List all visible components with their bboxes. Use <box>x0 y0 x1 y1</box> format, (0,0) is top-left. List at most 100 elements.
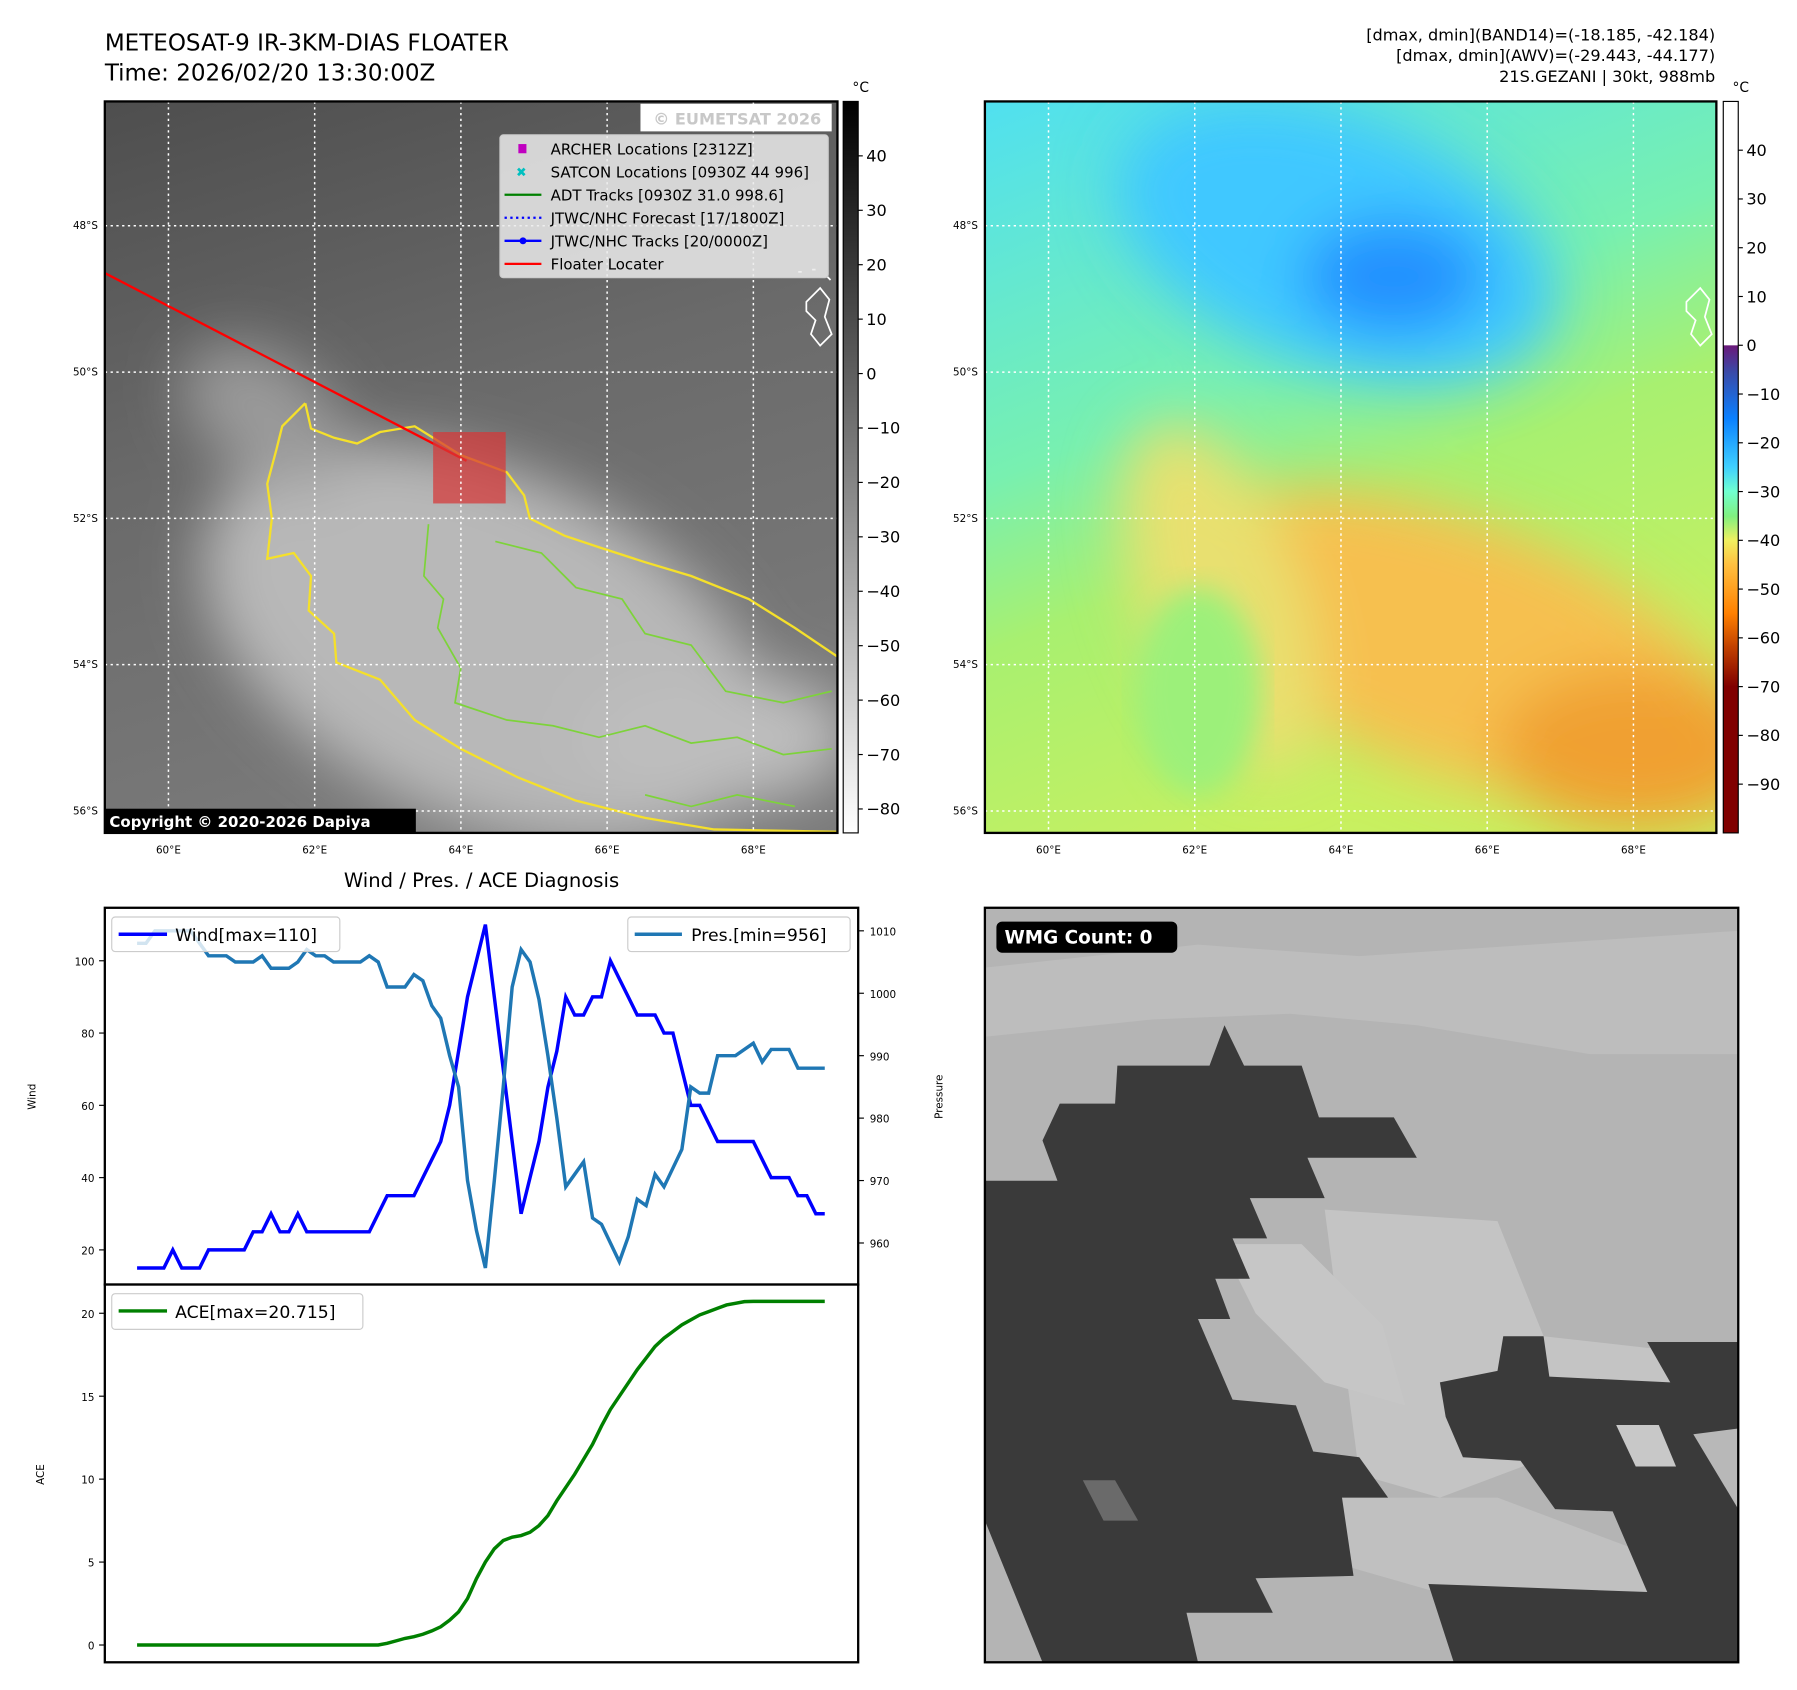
figure-title: METEOSAT-9 IR-3KM-DIAS FLOATER <box>105 31 509 57</box>
lat-tick-label: 56°S <box>73 805 98 817</box>
lat-tick-label: 56°S <box>953 805 978 817</box>
colorbar-tick-label: 10 <box>866 310 887 329</box>
wind-line <box>137 924 825 1270</box>
wind-tick-label: 100 <box>75 956 95 968</box>
legend-label: Floater Locater <box>551 256 665 274</box>
lat-tick-label: 48°S <box>73 220 98 232</box>
lat-tick-label: 52°S <box>73 513 98 525</box>
ace-axis-label: ACE <box>35 1464 47 1485</box>
ace-tick-label: 20 <box>81 1309 94 1321</box>
floater-locater-line <box>104 272 468 462</box>
pressure-tick-label: 1010 <box>870 926 896 938</box>
lon-tick-label: 62°E <box>302 845 327 857</box>
colorbar-tick-label: −40 <box>1746 531 1780 550</box>
wind-axis-label: Wind <box>27 1084 39 1110</box>
cloud-contour-green <box>423 524 832 808</box>
colorbar-tick-label: −30 <box>866 528 900 547</box>
ace-legend-box <box>111 1293 364 1330</box>
colorbar-tick-label: 30 <box>866 201 887 220</box>
colorbar-tick-label: 10 <box>1746 287 1767 306</box>
colorbar-tick-label: 20 <box>1746 238 1767 257</box>
ace-legend-label: ACE[max=20.715] <box>175 1303 335 1323</box>
colorbar-tick-label: −20 <box>866 473 900 492</box>
colorbar-tick-label: −70 <box>1746 677 1780 696</box>
lon-tick-label: 60°E <box>156 845 181 857</box>
wind-legend-label: Wind[max=110] <box>175 926 317 946</box>
wmg-panel <box>984 907 1739 1663</box>
wmg-count-text: WMG Count: 0 <box>1004 927 1152 948</box>
pressure-line <box>137 929 825 1269</box>
eumetsat-watermark: © EUMETSAT 2026 <box>653 109 821 128</box>
pressure-tick-label: 980 <box>870 1114 890 1126</box>
lon-tick-label: 64°E <box>1329 845 1354 857</box>
copyright-box: Copyright © 2020-2026 Dapiya <box>104 808 416 833</box>
pressure-tick-label: 960 <box>870 1239 890 1251</box>
colorbar-tick-label: −80 <box>866 800 900 819</box>
lon-tick-label: 60°E <box>1036 845 1061 857</box>
lon-tick-label: 64°E <box>448 845 473 857</box>
colorbar-tick-label: −20 <box>1746 434 1780 453</box>
wmg-dark-region-east <box>1428 1336 1739 1663</box>
legend-dot-icon <box>519 237 527 245</box>
cloud-contour-yellow <box>265 402 838 833</box>
colorbar-tick-label: 40 <box>1746 141 1767 160</box>
ace-tick-label: 15 <box>81 1392 94 1404</box>
colorbar-tick-label: −10 <box>1746 385 1780 404</box>
lon-tick-label: 62°E <box>1182 845 1207 857</box>
wind-tick-label: 60 <box>81 1101 94 1113</box>
lat-tick-label: 50°S <box>953 367 978 379</box>
archer-marker-icon <box>518 144 527 154</box>
colorbar-tick-label: −60 <box>1746 629 1780 648</box>
copyright-text: Copyright © 2020-2026 Dapiya <box>109 813 370 831</box>
wmg-dark-region <box>984 1025 1417 1663</box>
legend-label: JTWC/NHC Forecast [17/1800Z] <box>550 210 785 228</box>
colorbar-tick-label: −60 <box>866 691 900 710</box>
colorbar-tick-label: −10 <box>866 419 900 438</box>
legend-label: ARCHER Locations [2312Z] <box>551 140 753 158</box>
colorbar-tick-label: −30 <box>1746 482 1780 501</box>
colorbar-tick-label: −50 <box>1746 580 1780 599</box>
map-legend: ARCHER Locations [2312Z] ✖ SATCON Location… <box>499 134 829 279</box>
legend-label: SATCON Locations [0930Z 44 996] <box>551 163 809 181</box>
band14-range: [dmax, dmin](BAND14)=(-18.185, -42.184) <box>1366 25 1715 44</box>
pressure-tick-label: 1000 <box>870 989 896 1001</box>
figure-time: Time: 2026/02/20 13:30:00Z <box>104 61 436 87</box>
ace-tick-label: 5 <box>88 1558 95 1570</box>
storm-info: 21S.GEZANI | 30kt, 988mb <box>1499 67 1715 86</box>
lat-tick-label: 54°S <box>953 659 978 671</box>
pressure-axis-label: Pressure <box>933 1075 945 1119</box>
colorbar-tick-label: −40 <box>866 582 900 601</box>
colorbar-tick-label: −90 <box>1746 775 1780 794</box>
lon-tick-label: 66°E <box>1475 845 1500 857</box>
awv-colorbar <box>1722 100 1739 834</box>
wmg-count-badge: WMG Count: 0 <box>996 921 1178 953</box>
pressure-tick-label: 990 <box>870 1051 890 1063</box>
lon-tick-label: 68°E <box>1621 845 1646 857</box>
colorbar-tick-label: 40 <box>866 147 887 166</box>
ace-tick-label: 0 <box>88 1641 95 1653</box>
wind-tick-label: 40 <box>81 1173 94 1185</box>
lat-tick-label: 50°S <box>73 367 98 379</box>
awv-range: [dmax, dmin](AWV)=(-29.443, -44.177) <box>1396 46 1715 65</box>
pressure-legend-label: Pres.[min=956] <box>691 926 826 946</box>
lat-tick-label: 52°S <box>953 513 978 525</box>
colorbar-tick-label: −50 <box>866 636 900 655</box>
wind-tick-label: 80 <box>81 1029 94 1041</box>
wind-legend-box <box>111 916 341 953</box>
ace-tick-label: 10 <box>81 1475 94 1487</box>
lat-tick-label: 48°S <box>953 220 978 232</box>
legend-label: JTWC/NHC Tracks [20/0000Z] <box>550 233 768 251</box>
floater-box <box>433 432 506 504</box>
ir-colorbar <box>842 100 859 834</box>
ace-line <box>137 1299 825 1647</box>
legend-label: ADT Tracks [0930Z 31.0 998.6] <box>551 186 784 204</box>
lon-tick-label: 68°E <box>741 845 766 857</box>
colorbar-tick-label: −80 <box>1746 726 1780 745</box>
lon-tick-label: 66°E <box>595 845 620 857</box>
colorbar-tick-label: 0 <box>866 364 876 383</box>
diagnosis-title: Wind / Pres. / ACE Diagnosis <box>344 869 619 892</box>
awv-map <box>984 101 1717 833</box>
wind-pressure-axes <box>103 906 860 1286</box>
pressure-tick-label: 970 <box>870 1176 890 1188</box>
